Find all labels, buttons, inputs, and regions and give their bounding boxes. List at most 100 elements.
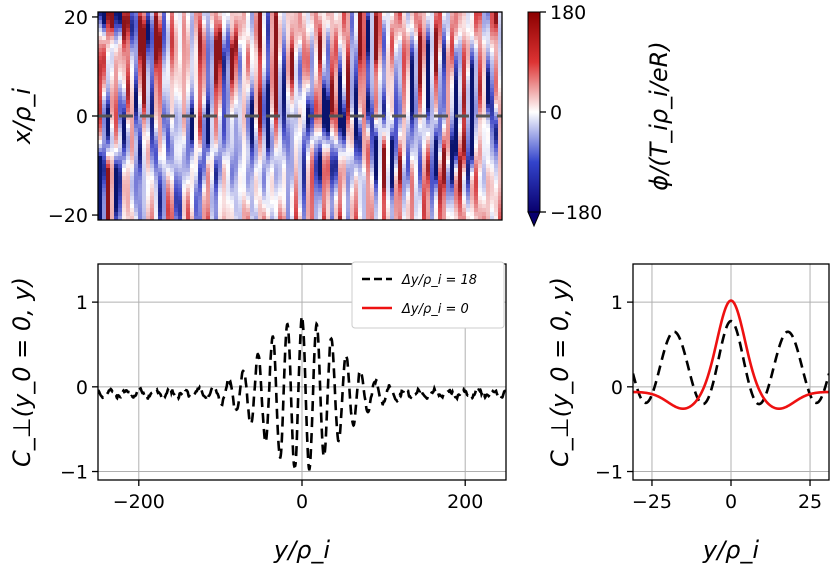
heatmap-cell [482, 52, 487, 57]
heatmap-cell [146, 72, 151, 77]
heatmap-cell [158, 24, 163, 29]
heatmap-cell [110, 92, 115, 97]
heatmap-cell [254, 36, 259, 41]
heatmap-cell [202, 72, 207, 77]
heatmap-cell [378, 64, 383, 69]
heatmap-cell [110, 104, 115, 109]
heatmap-cell [330, 116, 335, 121]
heatmap-cell [130, 192, 135, 197]
heatmap-cell [318, 200, 323, 205]
heatmap-cell [138, 84, 143, 89]
heatmap-cell [350, 164, 355, 169]
heatmap-cell [370, 84, 375, 89]
heatmap-cell [446, 12, 451, 17]
heatmap-cell [414, 172, 419, 177]
heatmap-cell [398, 192, 403, 197]
heatmap-cell [334, 140, 339, 145]
heatmap-cell [498, 148, 502, 153]
heatmap-cell [214, 12, 219, 17]
heatmap-cell [290, 64, 295, 69]
heatmap-cell [306, 128, 311, 133]
heatmap-cell [306, 100, 311, 105]
heatmap-cell [258, 208, 263, 213]
heatmap-cell [242, 60, 247, 65]
heatmap-cell [482, 148, 487, 153]
heatmap-cell [410, 68, 415, 73]
heatmap-cell [366, 140, 371, 145]
heatmap-cell [98, 72, 103, 77]
heatmap-cell [106, 120, 111, 125]
heatmap-cell [234, 124, 239, 129]
heatmap-cell [182, 180, 187, 185]
heatmap-cell [342, 36, 347, 41]
heatmap-cell [118, 208, 123, 213]
heatmap-cell [166, 192, 171, 197]
heatmap-cell [126, 144, 131, 149]
heatmap-cell [262, 12, 267, 17]
heatmap-cell [202, 96, 207, 101]
heatmap-cell [210, 44, 215, 49]
heatmap-cell [478, 60, 483, 65]
heatmap-cell [158, 196, 163, 201]
heatmap-cell [118, 172, 123, 177]
heatmap-cell [114, 128, 119, 133]
heatmap-cell [306, 84, 311, 89]
heatmap-cell [450, 16, 455, 21]
heatmap-cell [258, 60, 263, 65]
heatmap-cell [118, 88, 123, 93]
heatmap-cell [394, 28, 399, 33]
heatmap-cell [346, 32, 351, 37]
heatmap-cell [282, 96, 287, 101]
heatmap-cell [190, 68, 195, 73]
heatmap-cell [130, 20, 135, 25]
heatmap-cell [446, 116, 451, 121]
heatmap-cell [274, 68, 279, 73]
heatmap-cell [206, 128, 211, 133]
heatmap-cell [254, 72, 259, 77]
heatmap-cell [330, 24, 335, 29]
heatmap-cell [246, 100, 251, 105]
heatmap-cell [126, 184, 131, 189]
heatmap-cell [362, 120, 367, 125]
heatmap-cell [422, 180, 427, 185]
heatmap-cell [330, 120, 335, 125]
heatmap-cell [386, 140, 391, 145]
heatmap-cell [306, 72, 311, 77]
heatmap-cell [382, 188, 387, 193]
heatmap-cell [258, 204, 263, 209]
heatmap-cell [338, 68, 343, 73]
heatmap-cell [142, 32, 147, 37]
heatmap-cell [294, 156, 299, 161]
heatmap-cell [98, 172, 103, 177]
heatmap-cell [342, 108, 347, 113]
heatmap-cell [154, 16, 159, 21]
heatmap-cell [222, 56, 227, 61]
heatmap-cell [274, 120, 279, 125]
heatmap-cell [174, 36, 179, 41]
heatmap-cell [218, 184, 223, 189]
heatmap-cell [350, 40, 355, 45]
heatmap-cell [322, 140, 327, 145]
heatmap-cell [238, 204, 243, 209]
heatmap-cell [254, 120, 259, 125]
heatmap-cell [102, 152, 107, 157]
heatmap-cell [482, 16, 487, 21]
heatmap-cell [190, 116, 195, 121]
heatmap-cell [398, 64, 403, 69]
heatmap-cell [126, 152, 131, 157]
heatmap-cell [430, 108, 435, 113]
heatmap-cell [350, 36, 355, 41]
heatmap-cell [354, 40, 359, 45]
heatmap-cell [390, 56, 395, 61]
heatmap-cell [142, 168, 147, 173]
heatmap-cell [298, 184, 303, 189]
heatmap-cell [494, 184, 499, 189]
heatmap-cell [214, 112, 219, 117]
heatmap-cell [350, 136, 355, 141]
heatmap-cell [386, 160, 391, 165]
heatmap-cell [398, 136, 403, 141]
heatmap-cell [422, 132, 427, 137]
heatmap-cell [118, 128, 123, 133]
heatmap-cell [498, 140, 502, 145]
heatmap-cell [402, 96, 407, 101]
